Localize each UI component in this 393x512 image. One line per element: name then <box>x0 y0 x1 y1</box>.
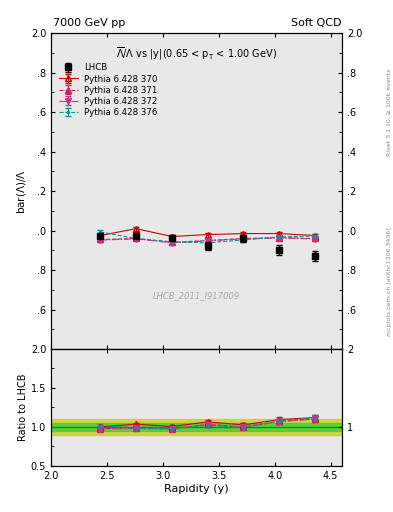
Legend: LHCB, Pythia 6.428 370, Pythia 6.428 371, Pythia 6.428 372, Pythia 6.428 376: LHCB, Pythia 6.428 370, Pythia 6.428 371… <box>57 61 160 119</box>
Y-axis label: Ratio to LHCB: Ratio to LHCB <box>18 374 28 441</box>
X-axis label: Rapidity (y): Rapidity (y) <box>164 483 229 494</box>
Text: Rivet 3.1.10, ≥ 100k events: Rivet 3.1.10, ≥ 100k events <box>387 69 391 157</box>
Text: mcplots.cern.ch [arXiv:1306.3436]: mcplots.cern.ch [arXiv:1306.3436] <box>387 227 391 336</box>
Y-axis label: bar($\Lambda$)/$\Lambda$: bar($\Lambda$)/$\Lambda$ <box>15 168 28 214</box>
Text: LHCB_2011_I917009: LHCB_2011_I917009 <box>153 291 240 300</box>
Text: Soft QCD: Soft QCD <box>292 18 342 28</box>
Text: 7000 GeV pp: 7000 GeV pp <box>53 18 125 28</box>
Text: $\overline{\Lambda}/\Lambda$ vs |y|(0.65 < p$_\mathrm{T}$ < 1.00 GeV): $\overline{\Lambda}/\Lambda$ vs |y|(0.65… <box>116 46 277 62</box>
